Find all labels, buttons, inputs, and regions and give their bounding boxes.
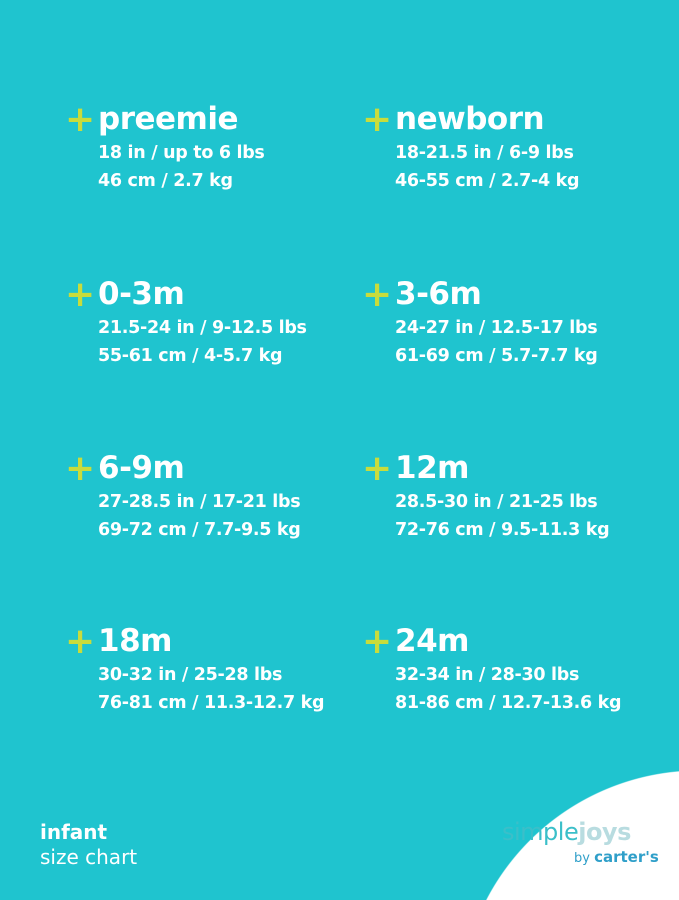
size-entry-12m: + 12m 28.5-30 in / 21-25 lbs 72-76 cm / … (362, 449, 652, 549)
size-metric: 61-69 cm / 5.7-7.7 kg (395, 346, 598, 366)
size-entry-3-6m: + 3-6m 24-27 in / 12.5-17 lbs 61-69 cm /… (362, 275, 652, 375)
size-imperial: 30-32 in / 25-28 lbs (98, 665, 283, 685)
size-entry-0-3m: + 0-3m 21.5-24 in / 9-12.5 lbs 55-61 cm … (65, 275, 355, 375)
plus-icon: + (65, 448, 96, 489)
size-metric: 46-55 cm / 2.7-4 kg (395, 171, 580, 191)
size-metric: 55-61 cm / 4-5.7 kg (98, 346, 283, 366)
size-imperial: 18 in / up to 6 lbs (98, 143, 265, 163)
size-label: 6-9m (98, 450, 185, 486)
size-imperial: 27-28.5 in / 17-21 lbs (98, 492, 301, 512)
caption-size-chart: size chart (40, 845, 138, 869)
chart-caption: infant size chart (40, 820, 137, 870)
caption-infant: infant (40, 820, 108, 844)
plus-icon: + (362, 448, 393, 489)
size-metric: 76-81 cm / 11.3-12.7 kg (98, 693, 325, 713)
logo-by-carters: by carter's (574, 848, 659, 866)
size-label: newborn (395, 101, 545, 137)
logo-brand: carter's (594, 848, 659, 866)
plus-icon: + (362, 621, 393, 662)
plus-icon: + (65, 274, 96, 315)
size-entry-18m: + 18m 30-32 in / 25-28 lbs 76-81 cm / 11… (65, 622, 355, 722)
size-metric: 46 cm / 2.7 kg (98, 171, 233, 191)
simple-joys-logo: simplejoys by carter's (502, 818, 662, 868)
plus-icon: + (362, 99, 393, 140)
plus-icon: + (65, 621, 96, 662)
size-imperial: 28.5-30 in / 21-25 lbs (395, 492, 598, 512)
size-entry-preemie: + preemie 18 in / up to 6 lbs 46 cm / 2.… (65, 100, 355, 200)
size-imperial: 21.5-24 in / 9-12.5 lbs (98, 318, 307, 338)
size-entry-6-9m: + 6-9m 27-28.5 in / 17-21 lbs 69-72 cm /… (65, 449, 355, 549)
size-label: 18m (98, 623, 172, 659)
size-label: preemie (98, 101, 238, 137)
size-metric: 81-86 cm / 12.7-13.6 kg (395, 693, 622, 713)
size-label: 24m (395, 623, 469, 659)
plus-icon: + (65, 99, 96, 140)
logo-joys: joys (578, 818, 631, 846)
logo-simple: simple (502, 818, 579, 846)
size-metric: 72-76 cm / 9.5-11.3 kg (395, 520, 610, 540)
size-imperial: 32-34 in / 28-30 lbs (395, 665, 580, 685)
logo-by: by (574, 851, 590, 866)
size-imperial: 24-27 in / 12.5-17 lbs (395, 318, 598, 338)
size-label: 12m (395, 450, 469, 486)
size-label: 0-3m (98, 276, 185, 312)
plus-icon: + (362, 274, 393, 315)
size-metric: 69-72 cm / 7.7-9.5 kg (98, 520, 301, 540)
size-entry-24m: + 24m 32-34 in / 28-30 lbs 81-86 cm / 12… (362, 622, 652, 722)
size-entry-newborn: + newborn 18-21.5 in / 6-9 lbs 46-55 cm … (362, 100, 652, 200)
size-label: 3-6m (395, 276, 482, 312)
size-imperial: 18-21.5 in / 6-9 lbs (395, 143, 574, 163)
